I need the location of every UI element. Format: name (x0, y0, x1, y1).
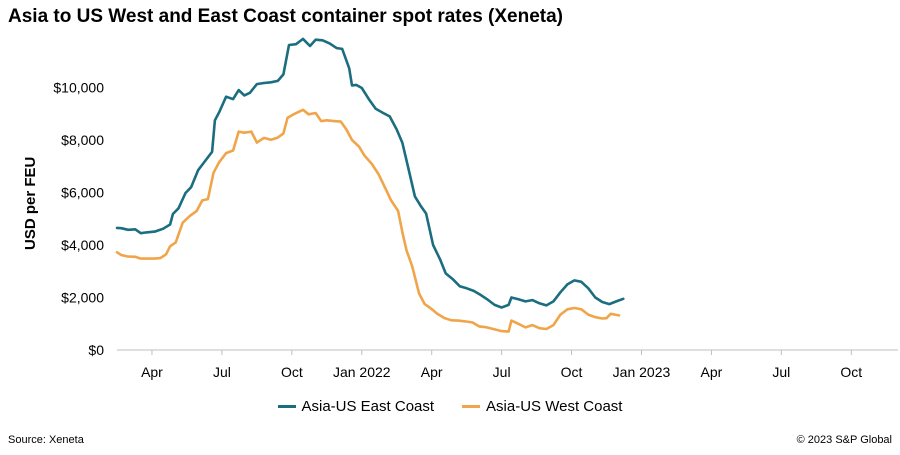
y-tick-label: $6,000 (61, 185, 104, 201)
chart-title: Asia to US West and East Coast container… (8, 6, 564, 27)
legend: Asia-US East Coast Asia-US West Coast (0, 398, 900, 415)
copyright-note: © 2023 S&P Global (796, 434, 892, 446)
y-tick-label: $10,000 (53, 80, 104, 96)
x-tick-label: Oct (561, 364, 583, 380)
legend-swatch-west (462, 405, 481, 408)
legend-label-west: Asia-US West Coast (486, 398, 623, 415)
series-line-east-coast (115, 37, 625, 309)
x-tick-label: Apr (421, 364, 443, 380)
x-tick-label: Apr (701, 364, 723, 380)
y-tick-label: $2,000 (61, 290, 104, 306)
x-tick-label: Jan 2022 (333, 364, 391, 380)
y-tick-label: $8,000 (61, 132, 104, 148)
x-tick-label: Oct (840, 364, 862, 380)
legend-label-east: Asia-US East Coast (301, 398, 435, 415)
y-tick-label: $4,000 (61, 237, 104, 253)
legend-swatch-east (277, 405, 296, 408)
x-tick-label: Jul (493, 364, 511, 380)
source-note: Source: Xeneta (8, 434, 84, 446)
series-line-west-coast (115, 108, 621, 333)
x-tick-label: Jul (213, 364, 231, 380)
legend-item-east: Asia-US East Coast (277, 398, 435, 415)
line-chart: $0 $2,000 $4,000 $6,000 $8,000 $10,000 Apr Jul O… (53, 37, 898, 380)
x-tick-label: Jan 2023 (613, 364, 671, 380)
x-tick-label: Oct (281, 364, 303, 380)
y-tick-label: $0 (88, 342, 104, 358)
x-tick-label: Jul (772, 364, 790, 380)
legend-item-west: Asia-US West Coast (462, 398, 622, 415)
x-tick-label: Apr (141, 364, 163, 380)
